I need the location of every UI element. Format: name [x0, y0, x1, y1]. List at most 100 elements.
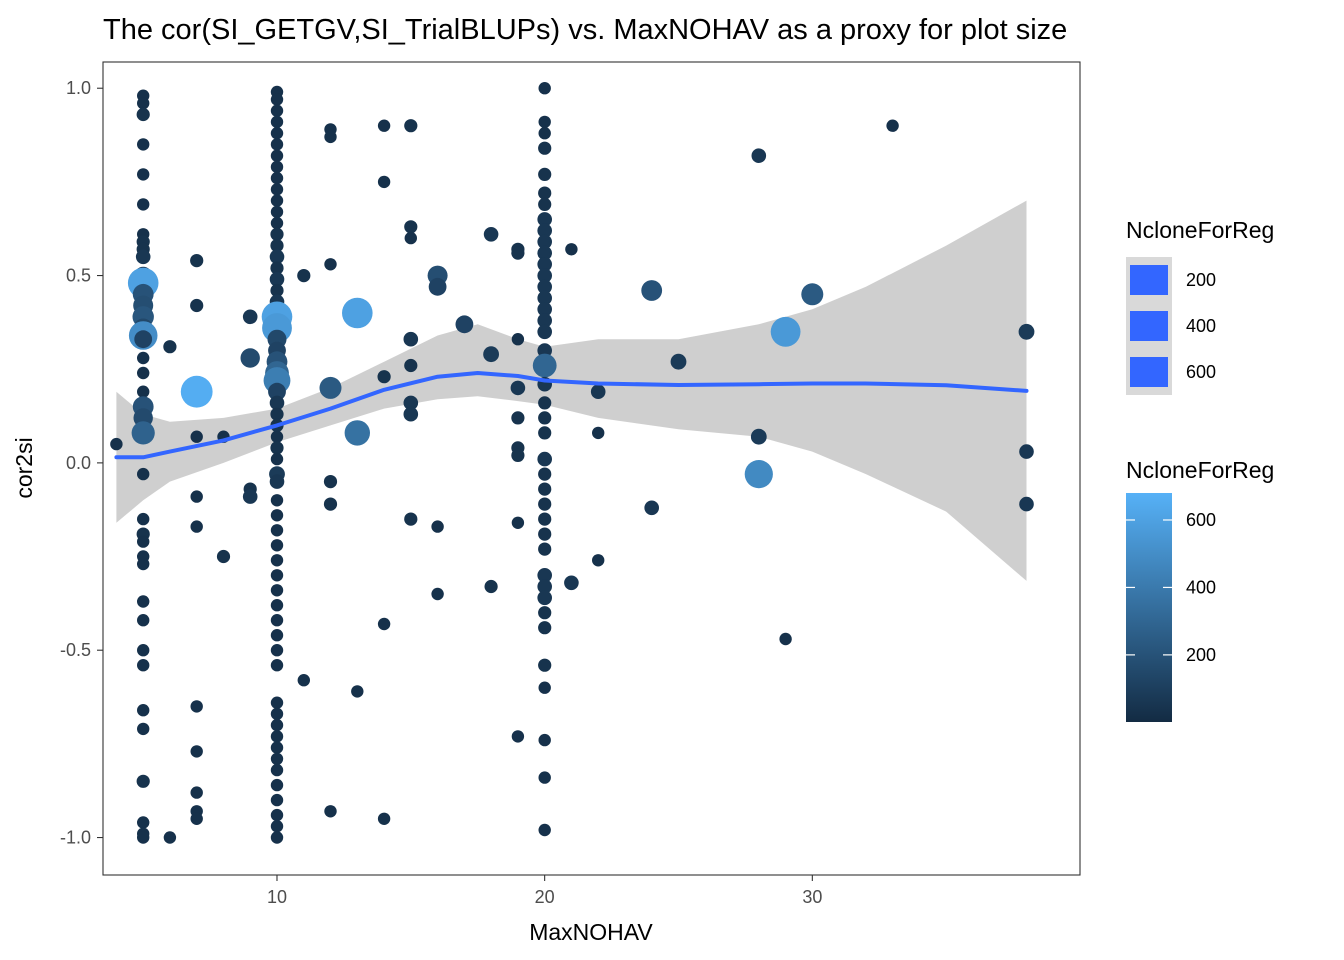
- data-point: [270, 718, 284, 732]
- size-key-line: [1130, 357, 1168, 387]
- data-point: [590, 384, 606, 400]
- color-legend-label: 600: [1186, 510, 1216, 530]
- data-point: [137, 831, 150, 844]
- data-point: [136, 107, 150, 122]
- plot-title: The cor(SI_GETGV,SI_TrialBLUPs) vs. MaxN…: [103, 14, 1067, 46]
- data-point: [592, 426, 605, 440]
- data-point: [403, 395, 419, 411]
- x-tick-label: 30: [802, 887, 822, 907]
- data-point: [110, 437, 123, 451]
- y-tick-label: -1.0: [60, 828, 91, 848]
- data-point: [404, 231, 417, 245]
- data-point: [270, 730, 284, 743]
- data-point: [538, 186, 552, 200]
- data-point: [190, 490, 203, 503]
- data-point: [135, 249, 151, 265]
- confidence-ribbon: [116, 200, 1027, 581]
- data-point: [180, 375, 213, 408]
- smooth-line: [114, 371, 1029, 460]
- y-tick-label: 1.0: [66, 78, 91, 98]
- data-point: [270, 778, 284, 792]
- data-point: [538, 127, 551, 140]
- data-point: [270, 407, 284, 421]
- data-point: [377, 175, 391, 189]
- data-point: [136, 774, 150, 788]
- y-tick-label: 0.5: [66, 266, 91, 286]
- data-point: [270, 599, 284, 612]
- data-point: [137, 644, 150, 657]
- data-point: [190, 520, 203, 533]
- data-point: [270, 115, 284, 129]
- color-legend: NcloneForReg 200 400 600: [1126, 457, 1274, 722]
- data-point: [270, 831, 284, 844]
- data-point: [270, 644, 284, 657]
- data-point: [404, 119, 418, 133]
- data-point: [270, 752, 284, 766]
- data-point: [538, 606, 552, 620]
- data-point: [190, 298, 204, 313]
- data-point: [270, 659, 284, 672]
- data-point: [137, 512, 150, 526]
- data-point: [270, 452, 284, 466]
- data-point: [270, 104, 284, 117]
- data-point: [538, 771, 551, 784]
- x-axis: 10 20 30: [267, 875, 822, 907]
- data-point: [269, 272, 285, 287]
- data-point: [240, 348, 260, 368]
- data-point: [137, 704, 150, 717]
- data-point: [1019, 496, 1034, 512]
- data-point: [511, 730, 525, 743]
- data-point: [137, 614, 150, 627]
- data-point: [270, 171, 284, 185]
- data-point: [538, 542, 552, 556]
- data-point: [537, 257, 552, 272]
- data-point: [270, 239, 284, 253]
- data-point: [538, 512, 552, 526]
- data-point: [538, 658, 552, 672]
- data-point: [537, 590, 552, 606]
- data-point: [137, 467, 150, 481]
- x-axis-title: MaxNOHAV: [529, 919, 653, 945]
- data-point: [269, 474, 285, 489]
- data-point: [537, 245, 552, 261]
- data-point: [779, 632, 792, 646]
- data-point: [538, 467, 552, 481]
- data-point: [269, 395, 285, 411]
- data-point: [324, 805, 337, 818]
- data-point: [319, 376, 342, 399]
- data-point: [270, 524, 284, 537]
- size-key-line: [1130, 265, 1168, 295]
- data-point: [537, 568, 552, 583]
- data-point: [431, 520, 444, 533]
- data-point: [537, 579, 552, 594]
- data-point: [511, 333, 525, 346]
- data-point: [270, 127, 284, 140]
- data-point: [270, 93, 284, 106]
- data-point: [270, 629, 284, 642]
- data-point: [377, 812, 391, 825]
- data-point: [484, 579, 498, 594]
- data-point: [137, 595, 150, 608]
- data-point: [131, 421, 155, 445]
- data-point: [538, 527, 552, 541]
- color-legend-label: 200: [1186, 645, 1216, 665]
- data-point: [137, 659, 150, 672]
- data-point: [190, 430, 203, 443]
- data-point: [404, 220, 418, 234]
- y-axis-title: cor2si: [11, 437, 37, 498]
- smooth-line-layer: [114, 371, 1029, 460]
- size-legend-label: 200: [1186, 270, 1216, 290]
- data-point: [137, 385, 150, 398]
- confidence-ribbon-layer: [116, 200, 1027, 581]
- points-layer: [110, 82, 1035, 844]
- y-tick-label: 0.0: [66, 453, 91, 473]
- data-point: [324, 130, 337, 144]
- data-point: [537, 223, 552, 238]
- data-point: [537, 313, 552, 328]
- data-point: [532, 353, 557, 378]
- data-point: [268, 382, 286, 401]
- data-point: [270, 793, 284, 807]
- data-point: [538, 82, 551, 95]
- data-point: [270, 205, 284, 219]
